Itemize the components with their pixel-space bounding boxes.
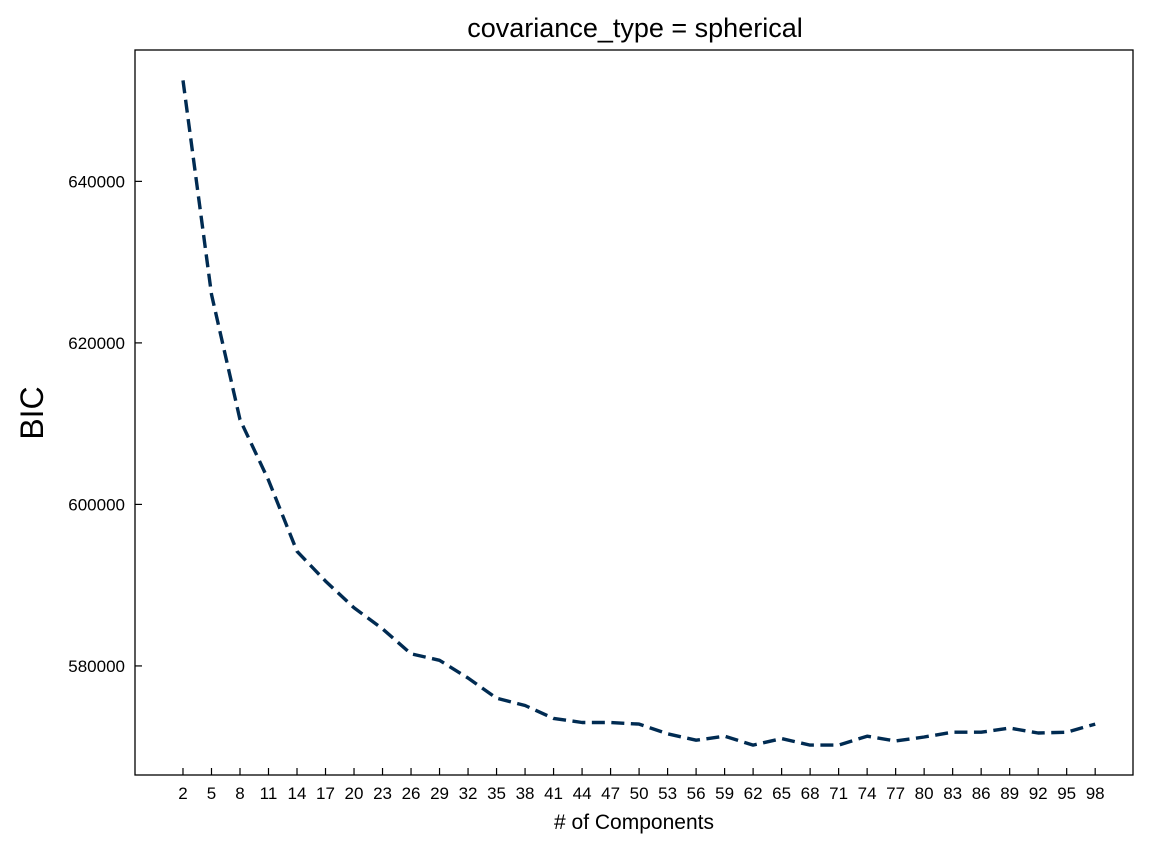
x-tick-label: 32 (459, 784, 478, 803)
x-tick-label: 50 (630, 784, 649, 803)
x-tick-label: 23 (373, 784, 392, 803)
x-tick-label: 59 (715, 784, 734, 803)
plot-area (134, 49, 1134, 776)
x-axis-ticks: 2 5 8 11 14 17 20 23 26 29 32 35 38 41 44 47 50 53 56 59 62 6… (178, 768, 1105, 803)
y-axis-ticks: 580000 600000 620000 640000 (68, 172, 142, 676)
x-tick-label: 44 (573, 784, 592, 803)
bic-series-line (181, 80, 1096, 747)
x-tick-label: 74 (858, 784, 877, 803)
x-tick-label: 38 (516, 784, 535, 803)
x-tick-label: 83 (943, 784, 962, 803)
x-tick-label: 14 (288, 784, 307, 803)
x-tick-label: 89 (1000, 784, 1019, 803)
x-tick-label: 11 (260, 784, 278, 803)
x-tick-label: 86 (972, 784, 991, 803)
x-tick-label: 5 (207, 784, 216, 803)
x-axis-label: # of Components (554, 811, 714, 834)
x-tick-label: 17 (316, 784, 335, 803)
x-tick-label: 47 (601, 784, 620, 803)
x-tick-label: 98 (1086, 784, 1105, 803)
x-tick-label: 65 (772, 784, 791, 803)
y-tick-label: 580000 (68, 657, 125, 676)
x-tick-label: 26 (402, 784, 421, 803)
chart-title: covariance_type = spherical (467, 13, 802, 43)
x-tick-label: 68 (801, 784, 820, 803)
x-tick-label: 92 (1029, 784, 1048, 803)
x-tick-label: 77 (886, 784, 905, 803)
x-tick-label: 2 (178, 784, 187, 803)
x-tick-label: 71 (829, 784, 848, 803)
y-tick-label: 640000 (68, 172, 125, 191)
y-tick-label: 600000 (68, 495, 125, 514)
x-tick-label: 95 (1057, 784, 1076, 803)
x-tick-label: 62 (744, 784, 763, 803)
x-tick-label: 35 (487, 784, 506, 803)
x-tick-label: 20 (345, 784, 364, 803)
x-tick-label: 80 (915, 784, 934, 803)
y-axis-label: BIC (14, 386, 50, 439)
y-tick-label: 620000 (68, 334, 125, 353)
x-tick-label: 53 (658, 784, 677, 803)
x-tick-label: 29 (430, 784, 449, 803)
x-tick-label: 56 (687, 784, 706, 803)
x-tick-label: 8 (235, 784, 244, 803)
x-tick-label: 41 (544, 784, 563, 803)
